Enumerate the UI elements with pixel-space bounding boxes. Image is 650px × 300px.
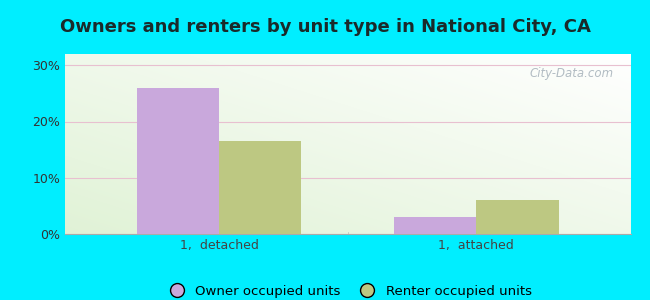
- Text: Owners and renters by unit type in National City, CA: Owners and renters by unit type in Natio…: [60, 18, 590, 36]
- Bar: [137, 88, 219, 234]
- Text: City-Data.com: City-Data.com: [529, 67, 614, 80]
- Bar: [476, 200, 558, 234]
- Legend: Owner occupied units, Renter occupied units: Owner occupied units, Renter occupied un…: [159, 279, 537, 300]
- Bar: [394, 217, 476, 234]
- Bar: [219, 141, 302, 234]
